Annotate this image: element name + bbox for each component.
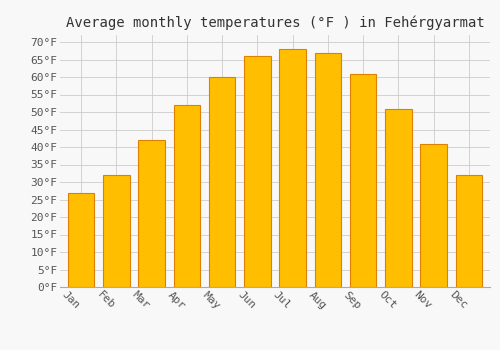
Bar [350,74,376,287]
Bar [68,193,94,287]
Bar [209,77,236,287]
Bar [314,52,341,287]
Bar [456,175,482,287]
Bar [138,140,165,287]
Bar [280,49,306,287]
Bar [103,175,130,287]
Bar [174,105,200,287]
Bar [385,108,411,287]
Bar [420,144,447,287]
Title: Average monthly temperatures (°F ) in Fehérgyarmat: Average monthly temperatures (°F ) in Fe… [66,15,484,30]
Bar [244,56,270,287]
